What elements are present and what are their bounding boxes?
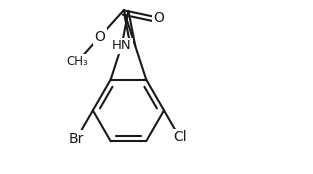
Text: CH₃: CH₃ <box>66 55 88 68</box>
Text: HN: HN <box>112 39 131 52</box>
Text: Br: Br <box>69 132 84 146</box>
Text: Cl: Cl <box>173 130 187 144</box>
Text: O: O <box>95 30 105 44</box>
Text: O: O <box>153 11 164 25</box>
